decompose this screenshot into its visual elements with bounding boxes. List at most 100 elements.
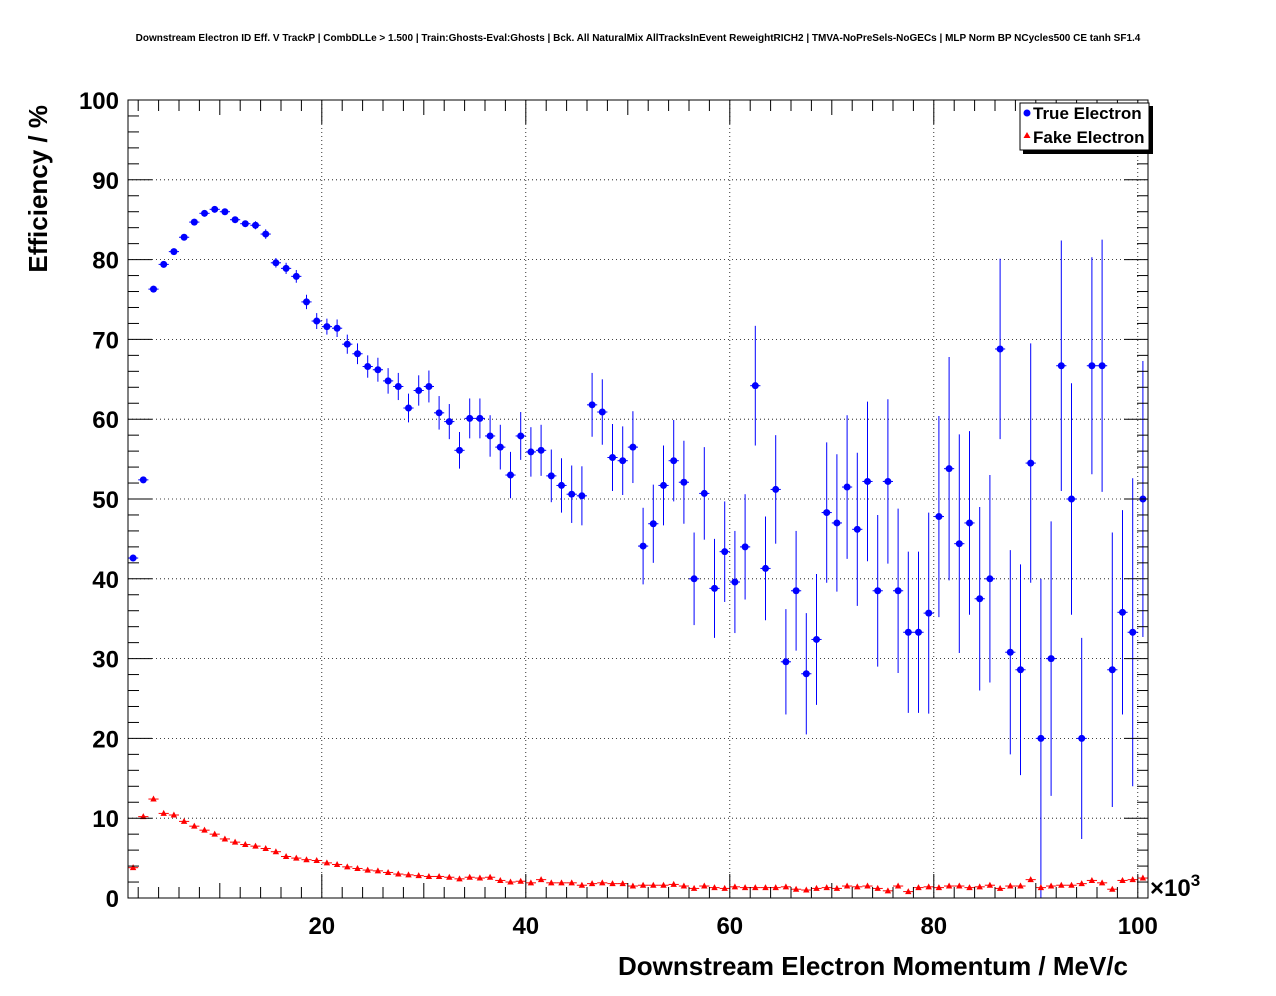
data-point-fake-electron	[986, 881, 994, 888]
y-tick-label: 40	[92, 567, 119, 594]
data-point-true-electron	[894, 587, 902, 595]
data-point-fake-electron	[874, 884, 881, 891]
data-point-true-electron	[170, 248, 178, 256]
data-point-fake-electron	[670, 880, 677, 887]
x-tick-label: 80	[920, 913, 947, 940]
data-point-true-electron	[762, 564, 769, 572]
data-point-fake-electron	[180, 817, 188, 824]
data-point-true-electron	[966, 519, 973, 527]
data-point-true-electron	[660, 481, 667, 489]
data-point-true-electron	[813, 635, 820, 643]
data-point-fake-electron	[456, 875, 463, 882]
data-point-fake-electron	[344, 863, 351, 870]
data-point-true-electron	[415, 386, 423, 394]
data-point-true-electron	[568, 490, 576, 498]
data-point-fake-electron	[364, 866, 371, 873]
data-point-true-electron	[598, 408, 606, 416]
data-point-true-electron	[394, 382, 402, 390]
data-point-fake-electron	[282, 853, 290, 860]
data-point-true-electron	[190, 218, 198, 226]
data-point-fake-electron	[813, 884, 820, 891]
data-point-fake-electron	[252, 842, 259, 849]
data-point-true-electron	[435, 409, 443, 417]
data-point-true-electron	[323, 323, 331, 331]
data-point-true-electron	[976, 595, 984, 603]
data-point-fake-electron	[660, 881, 667, 888]
data-point-true-electron	[384, 377, 392, 385]
data-point-true-electron	[272, 259, 280, 267]
data-point-fake-electron	[548, 879, 555, 886]
x-tick-label: 100	[1118, 913, 1158, 940]
data-point-fake-electron	[242, 841, 249, 848]
data-point-true-electron	[425, 382, 433, 390]
data-point-fake-electron	[894, 882, 902, 889]
data-point-fake-electron	[976, 883, 983, 890]
data-point-fake-electron	[1068, 881, 1075, 888]
data-point-true-electron	[1098, 362, 1106, 370]
data-point-true-electron	[201, 209, 208, 217]
data-point-true-electron	[507, 471, 514, 479]
data-point-true-electron	[609, 454, 616, 462]
data-point-fake-electron	[374, 867, 382, 874]
data-point-true-electron	[1108, 666, 1116, 674]
data-point-fake-electron	[384, 868, 392, 875]
data-point-fake-electron	[201, 826, 208, 833]
data-point-fake-electron	[527, 879, 535, 886]
data-point-true-electron	[1129, 628, 1137, 636]
data-point-fake-electron	[609, 880, 616, 887]
data-point-true-electron	[343, 340, 351, 348]
data-point-fake-electron	[945, 882, 953, 889]
data-point-true-electron	[751, 382, 759, 390]
data-point-fake-electron	[1078, 880, 1085, 887]
data-point-true-electron	[833, 519, 841, 527]
data-point-fake-electron	[507, 878, 514, 885]
data-point-fake-electron	[1139, 874, 1147, 881]
data-point-true-electron	[874, 587, 882, 595]
data-point-true-electron	[1027, 459, 1035, 467]
data-point-fake-electron	[782, 883, 790, 890]
data-point-true-electron	[150, 285, 157, 293]
data-point-fake-electron	[1047, 882, 1055, 889]
data-point-fake-electron	[323, 859, 331, 866]
data-point-true-electron	[231, 216, 239, 224]
data-point-true-electron	[241, 220, 249, 228]
data-point-fake-electron	[741, 884, 749, 891]
data-point-fake-electron	[629, 882, 637, 889]
data-point-fake-electron	[1129, 876, 1136, 883]
data-point-fake-electron	[996, 884, 1004, 891]
x-tick-label: 20	[308, 913, 335, 940]
data-point-fake-electron	[231, 838, 239, 845]
data-point-fake-electron	[833, 884, 841, 891]
data-point-true-electron	[364, 363, 372, 371]
data-point-true-electron	[711, 584, 718, 592]
data-point-fake-electron	[150, 795, 157, 802]
data-point-true-electron	[1006, 648, 1014, 656]
data-point-true-electron	[772, 485, 780, 493]
data-point-true-electron	[904, 628, 912, 636]
data-point-true-electron	[884, 477, 892, 485]
data-point-fake-electron	[690, 884, 698, 891]
data-point-true-electron	[680, 478, 688, 486]
data-point-fake-electron	[884, 887, 892, 894]
data-point-true-electron	[792, 587, 800, 595]
data-point-fake-electron	[905, 888, 912, 895]
data-point-fake-electron	[221, 835, 229, 842]
data-point-fake-electron	[864, 882, 871, 889]
x-multiplier-base: ×10	[1150, 875, 1191, 902]
legend-label-true-electron: True Electron	[1033, 104, 1142, 123]
data-point-true-electron	[517, 432, 525, 440]
data-point-true-electron	[547, 472, 555, 480]
data-point-fake-electron	[211, 830, 218, 837]
data-point-fake-electron	[333, 860, 341, 867]
data-point-true-electron	[955, 540, 963, 548]
data-point-fake-electron	[803, 886, 810, 893]
data-point-fake-electron	[129, 864, 137, 871]
data-point-fake-electron	[303, 856, 310, 863]
data-point-true-electron	[945, 465, 953, 473]
data-point-fake-electron	[588, 880, 596, 887]
data-point-true-electron	[160, 260, 168, 268]
data-point-true-electron	[466, 414, 474, 422]
data-point-true-electron	[180, 233, 188, 241]
data-point-fake-electron	[517, 877, 524, 884]
